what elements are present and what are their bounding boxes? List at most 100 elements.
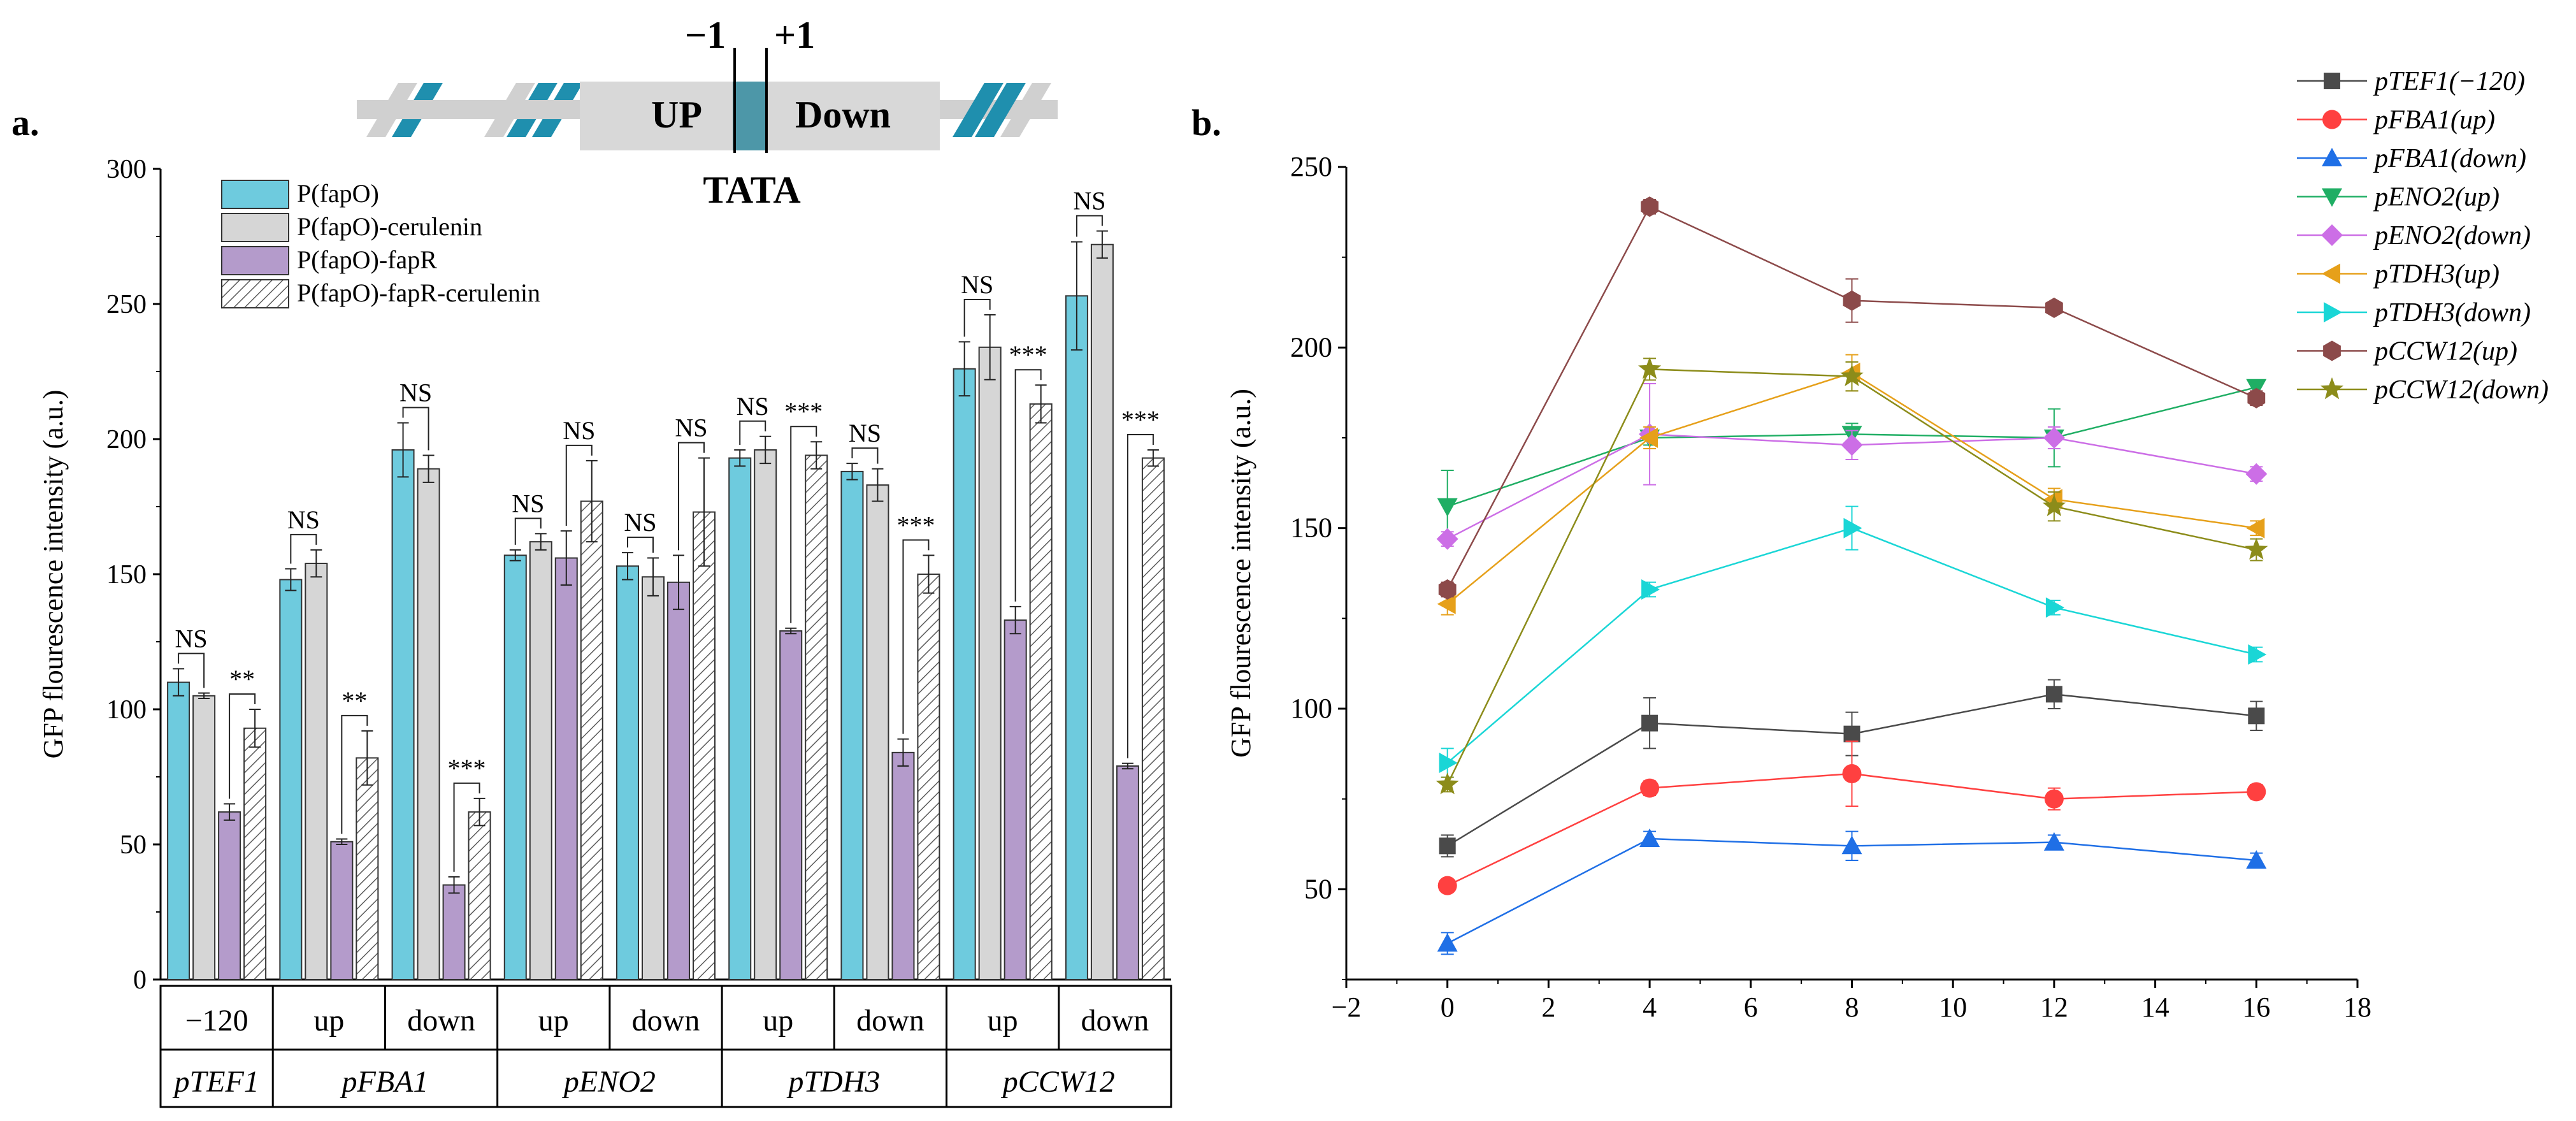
y-tick-label-b: 100 xyxy=(1290,693,1332,724)
significance-label: NS xyxy=(563,416,595,445)
series-pFBA1(up) xyxy=(1437,741,2266,895)
data-point xyxy=(2043,832,2064,851)
legend-marker-b xyxy=(2321,224,2343,246)
legend-marker-b xyxy=(2324,73,2340,89)
category-label: down xyxy=(1081,1004,1149,1038)
series-pTDH3(down) xyxy=(1439,505,2267,778)
y-tick-label-a: 100 xyxy=(106,695,147,725)
bar-3-0 xyxy=(243,727,267,981)
data-point xyxy=(2045,597,2064,618)
data-point xyxy=(1436,772,1459,795)
bar-2-4 xyxy=(667,581,690,980)
significance-label: ** xyxy=(229,665,255,693)
x-tick-label-b: −2 xyxy=(1332,992,1362,1023)
legend-label-b: pCCW12(up) xyxy=(2373,337,2517,366)
significance-label: NS xyxy=(737,392,769,421)
series-pTEF1(−120) xyxy=(1439,679,2265,858)
bar-3-6 xyxy=(917,574,940,980)
bar-2-6 xyxy=(891,751,915,980)
bar-0-2 xyxy=(391,449,415,980)
significance-label: NS xyxy=(961,270,993,299)
significance-bracket xyxy=(514,517,542,545)
significance-label: NS xyxy=(1073,187,1105,215)
bar-chart-a: 0 50 100 150 200 250 300 GFP flourescence inten… xyxy=(38,155,1172,1108)
bar-0-4 xyxy=(616,565,639,980)
legend-swatch-a-2 xyxy=(221,246,289,275)
up-region-box xyxy=(580,82,733,150)
significance-bracket xyxy=(790,426,817,623)
legend-label-a: P(fapO)-fapR xyxy=(297,245,437,274)
significance-bracket xyxy=(453,782,480,872)
group-label: pENO2 xyxy=(562,1065,656,1099)
y-tick-label-b: 250 xyxy=(1290,151,1332,182)
panel-a-label: a. xyxy=(11,102,40,143)
series-line xyxy=(1446,372,2257,605)
data-point xyxy=(1841,434,1863,456)
legend-marker-b xyxy=(2320,377,2344,400)
panel-b-label: b. xyxy=(1191,102,1221,143)
bar-2-0 xyxy=(218,811,241,980)
significance-label: NS xyxy=(512,489,544,517)
data-point xyxy=(2042,494,2066,516)
legend-marker-b xyxy=(2322,148,2342,166)
data-point xyxy=(2245,463,2268,485)
significance-label: NS xyxy=(624,508,656,537)
x-tick-label-b: 14 xyxy=(2141,992,2169,1023)
data-point xyxy=(1437,593,1456,614)
bar-3-1 xyxy=(356,757,379,980)
series-pENO2(down) xyxy=(1436,383,2268,550)
category-label: up xyxy=(538,1004,569,1038)
significance-bracket xyxy=(902,539,930,734)
data-point xyxy=(1641,714,1659,732)
data-point xyxy=(2248,707,2265,725)
tata-label: TATA xyxy=(703,169,800,211)
legend-label-a: P(fapO)-cerulenin xyxy=(297,212,482,241)
legend-marker-b xyxy=(2322,110,2342,129)
x-tick-label-b: 8 xyxy=(1845,992,1859,1023)
data-point xyxy=(1842,764,1862,783)
y-tick-label-b: 50 xyxy=(1304,873,1332,904)
series-pTDH3(up) xyxy=(1437,354,2265,616)
y-tick-label-a: 300 xyxy=(106,155,147,184)
data-point xyxy=(1841,835,1862,855)
group-label: pFBA1 xyxy=(340,1065,428,1099)
significance-bracket xyxy=(1014,369,1042,602)
category-label: −120 xyxy=(185,1004,248,1038)
group-label: pTDH3 xyxy=(786,1065,880,1099)
bar-3-2 xyxy=(468,811,491,980)
bar-1-8 xyxy=(1090,243,1114,981)
bar-2-8 xyxy=(1116,765,1139,981)
legend-label-b: pENO2(up) xyxy=(2373,183,2500,212)
bar-1-2 xyxy=(417,468,440,980)
data-point xyxy=(1640,778,1660,798)
bar-3-4 xyxy=(693,511,716,980)
significance-bracket xyxy=(229,693,256,799)
data-point xyxy=(2247,782,2266,802)
bar-0-8 xyxy=(1065,295,1088,980)
legend-swatch-a-1 xyxy=(221,213,289,242)
significance-bracket xyxy=(178,653,205,688)
data-point xyxy=(2246,517,2265,539)
legend-swatch-a-3 xyxy=(221,279,289,308)
y-tick-label-b: 150 xyxy=(1290,512,1332,544)
promoter-diagram: −1 +1 UP Down TATA xyxy=(357,14,1058,211)
data-point xyxy=(1840,364,1864,386)
significance-label: NS xyxy=(399,379,432,407)
line-chart-b: 50 100 150 200 250 −2 0 2 4 6 8 10 12 14 16 18 GFP flour… xyxy=(1225,67,2549,1023)
significance-bracket xyxy=(1126,433,1154,758)
bar-1-1 xyxy=(305,563,328,980)
y-axis-label-a: GFP flourescence intensity (a.u.) xyxy=(38,390,69,759)
y-tick-label-b: 200 xyxy=(1290,331,1332,363)
down-label: Down xyxy=(795,94,891,136)
bar-0-7 xyxy=(953,368,976,980)
data-point xyxy=(2043,427,2065,449)
x-tick-label-b: 16 xyxy=(2242,992,2270,1023)
significance-label: *** xyxy=(1121,405,1160,434)
x-tick-label-b: 0 xyxy=(1441,992,1455,1023)
bar-1-0 xyxy=(192,695,216,981)
data-point xyxy=(1641,196,1659,217)
bar-0-3 xyxy=(503,554,527,980)
data-point xyxy=(2045,298,2063,318)
data-point xyxy=(1641,579,1660,600)
data-point xyxy=(1436,528,1458,550)
